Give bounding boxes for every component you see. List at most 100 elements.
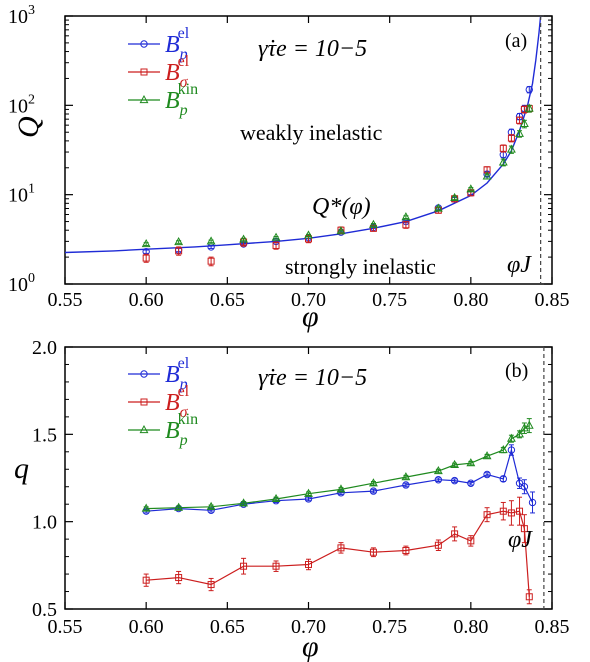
q-star-curve-label: Q*(φ) bbox=[312, 194, 371, 220]
data-point-a bbox=[239, 234, 249, 243]
data-point-b bbox=[516, 507, 524, 515]
data-point-a bbox=[506, 144, 516, 153]
series-b-circle bbox=[142, 444, 537, 515]
data-point-b bbox=[434, 541, 442, 549]
y-tick-label-a: 103 bbox=[8, 3, 35, 28]
rate-annotation-a: γ̇τe = 10−5 bbox=[258, 36, 367, 62]
data-point-b bbox=[369, 548, 377, 556]
data-point-b bbox=[450, 459, 460, 468]
y-axis-label-a: Q bbox=[12, 116, 45, 138]
legend-entry: Bpel bbox=[165, 25, 190, 63]
x-axis-label-b: φ bbox=[302, 630, 319, 662]
data-point-b bbox=[304, 488, 313, 497]
rate-annotation-b: γ̇τe = 10−5 bbox=[258, 365, 367, 391]
data-point-b bbox=[515, 479, 524, 487]
data-point-a bbox=[466, 184, 476, 193]
data-point-b bbox=[515, 429, 524, 438]
data-point-b bbox=[524, 420, 534, 429]
data-point-b bbox=[240, 562, 248, 570]
panel-b-label: (b) bbox=[505, 360, 528, 382]
data-point-b bbox=[483, 511, 491, 519]
data-point-b bbox=[402, 481, 410, 489]
data-point-a bbox=[207, 257, 215, 265]
phi-j-label-b: φJ bbox=[508, 527, 533, 553]
data-point-b bbox=[467, 479, 475, 487]
legend-marker bbox=[140, 68, 148, 76]
legend-entry: Bσel bbox=[165, 383, 190, 421]
x-axis-label-a: φ bbox=[302, 300, 319, 333]
data-point-b bbox=[528, 498, 537, 507]
data-point-a bbox=[174, 236, 184, 246]
y-axis-label-b: q bbox=[14, 452, 29, 485]
x-tick-label-b: 0.70 bbox=[291, 616, 326, 638]
data-point-b bbox=[525, 593, 533, 601]
data-point-a bbox=[175, 247, 183, 255]
data-point-b bbox=[207, 581, 215, 589]
x-tick-label-a: 0.80 bbox=[453, 289, 488, 311]
data-point-b bbox=[482, 451, 492, 460]
data-point-b bbox=[305, 560, 312, 568]
data-point-b bbox=[272, 562, 280, 570]
data-point-a bbox=[271, 232, 281, 241]
data-point-b bbox=[401, 472, 411, 481]
legend-marker bbox=[139, 424, 149, 434]
data-point-a bbox=[482, 171, 492, 180]
data-point-b bbox=[271, 493, 281, 503]
data-point-b bbox=[520, 483, 529, 491]
data-point-b bbox=[402, 546, 410, 554]
series-b-triangle bbox=[141, 418, 534, 512]
data-point-b bbox=[175, 574, 183, 582]
x-tick-label-a: 0.75 bbox=[372, 289, 407, 311]
x-tick-label-a: 0.60 bbox=[129, 289, 164, 311]
x-tick-label-b: 0.65 bbox=[210, 616, 245, 638]
panel-a: 0.55 0.60 0.65 0.70 0.75 0.80 0.85 100 101 102 103… bbox=[8, 3, 570, 333]
x-tick-label-a: 0.65 bbox=[210, 289, 245, 311]
data-point-b bbox=[466, 458, 476, 467]
legend-marker bbox=[140, 370, 148, 378]
y-tick-label-a: 100 bbox=[8, 271, 35, 296]
data-point-a bbox=[515, 128, 524, 137]
data-point-a bbox=[433, 203, 443, 212]
phi-j-label-a: φJ bbox=[507, 252, 532, 278]
data-point-b bbox=[433, 465, 443, 475]
series-a-triangle bbox=[141, 103, 534, 248]
data-point-a bbox=[304, 230, 313, 239]
legend-entry: Bpel bbox=[165, 355, 190, 393]
x-tick-label-a: 0.70 bbox=[291, 289, 326, 311]
y-tick-label-b: 1.5 bbox=[32, 424, 57, 446]
legend-marker bbox=[140, 398, 148, 406]
panel-b: 0.55 0.60 0.65 0.70 0.75 0.80 0.85 0.5 1.0 1.5 2.0… bbox=[14, 337, 570, 662]
data-point-b bbox=[467, 537, 475, 545]
series-line-b bbox=[146, 425, 530, 510]
y-tick-label-b: 2.0 bbox=[32, 337, 57, 359]
data-point-b bbox=[369, 487, 378, 495]
data-point-b bbox=[141, 503, 151, 512]
data-point-a bbox=[524, 103, 534, 112]
data-point-a bbox=[141, 239, 151, 248]
data-point-a bbox=[498, 157, 508, 166]
x-tick-label-b: 0.75 bbox=[372, 616, 407, 638]
data-point-b bbox=[506, 433, 516, 442]
data-point-a bbox=[519, 118, 529, 127]
data-point-b bbox=[239, 498, 249, 507]
data-point-a bbox=[520, 105, 528, 113]
y-tick-label-a: 102 bbox=[8, 92, 35, 117]
data-point-a bbox=[206, 236, 216, 245]
data-point-a bbox=[499, 144, 507, 152]
x-tick-label-a: 0.85 bbox=[535, 289, 570, 311]
data-point-b bbox=[142, 576, 150, 584]
data-point-b bbox=[507, 509, 515, 517]
data-point-b bbox=[520, 525, 528, 533]
legend-marker bbox=[139, 94, 149, 104]
data-point-a bbox=[142, 254, 150, 262]
series-line-b bbox=[146, 447, 534, 512]
y-tick-label-a: 101 bbox=[8, 182, 35, 207]
data-point-b bbox=[174, 502, 184, 511]
data-point-b bbox=[498, 445, 508, 454]
strongly-inelastic-label: strongly inelastic bbox=[285, 254, 436, 279]
legend-entry: Bσel bbox=[165, 53, 190, 91]
data-point-b bbox=[336, 484, 346, 493]
